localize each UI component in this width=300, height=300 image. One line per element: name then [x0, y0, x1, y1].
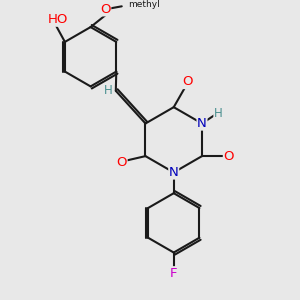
Text: F: F: [170, 267, 178, 280]
Text: methyl: methyl: [128, 0, 159, 9]
Text: N: N: [197, 117, 207, 130]
Text: O: O: [182, 76, 192, 88]
Text: O: O: [224, 150, 234, 163]
Text: O: O: [116, 156, 127, 169]
Text: O: O: [100, 3, 111, 16]
Text: HO: HO: [47, 13, 68, 26]
Text: H: H: [214, 106, 223, 120]
Text: H: H: [104, 84, 113, 98]
Text: N: N: [169, 166, 178, 179]
